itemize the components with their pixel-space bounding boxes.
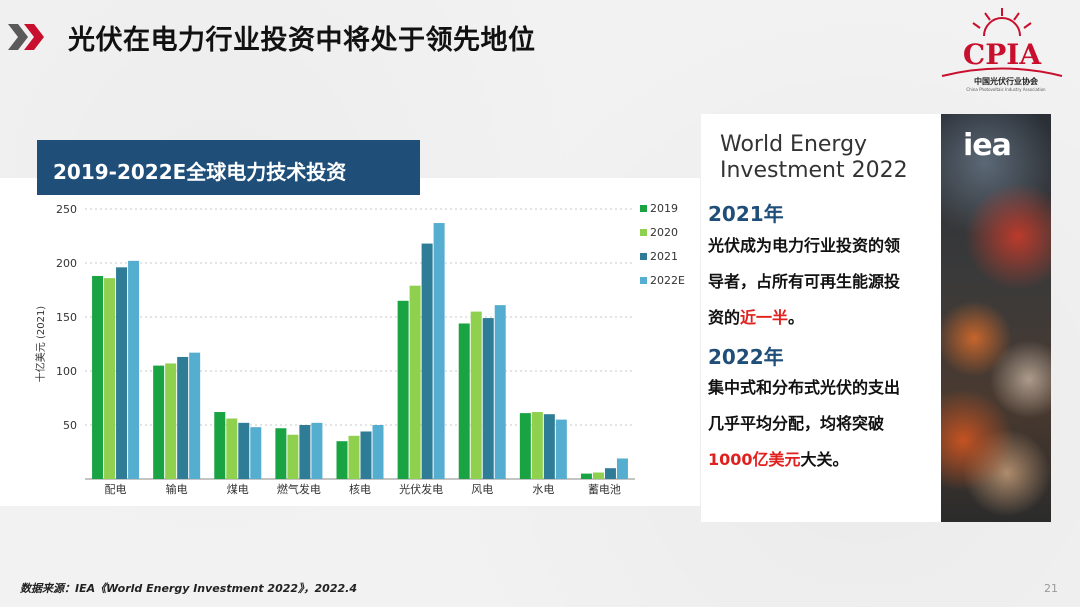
legend-swatch bbox=[640, 253, 647, 260]
bar bbox=[299, 425, 311, 479]
bar bbox=[238, 422, 250, 479]
bar bbox=[177, 356, 189, 479]
para2-line3: 1000亿美元大关。 bbox=[708, 442, 944, 478]
bar bbox=[372, 425, 384, 479]
x-tick-label: 输电 bbox=[166, 482, 188, 496]
legend-label: 2022E bbox=[650, 274, 685, 287]
bar bbox=[311, 422, 323, 479]
chevron-arrows-icon bbox=[8, 24, 44, 50]
logo-org-en: China Photovoltaic Industry Association bbox=[966, 87, 1046, 92]
legend-swatch bbox=[640, 229, 647, 236]
bar bbox=[92, 275, 104, 479]
bar bbox=[458, 323, 470, 479]
paragraph-2022: 集中式和分布式光伏的支出 几乎平均分配，均将突破 1000亿美元大关。 bbox=[708, 370, 944, 478]
bar bbox=[214, 412, 226, 479]
bar bbox=[616, 458, 628, 479]
bar bbox=[165, 363, 177, 479]
bar bbox=[397, 300, 409, 479]
year-2022: 2022年 bbox=[708, 345, 784, 369]
legend-label: 2019 bbox=[650, 202, 678, 215]
para1-highlight: 近一半 bbox=[740, 308, 789, 327]
para2-line1: 集中式和分布式光伏的支出 bbox=[708, 378, 901, 397]
paragraph-2021: 光伏成为电力行业投资的领 导者，占所有可再生能源投 资的近一半。 bbox=[708, 228, 944, 336]
x-tick-label: 核电 bbox=[349, 482, 371, 496]
x-tick-label: 光伏发电 bbox=[399, 482, 443, 496]
legend-swatch bbox=[640, 205, 647, 212]
x-tick-label: 蓄电池 bbox=[588, 483, 621, 496]
x-tick-label: 风电 bbox=[471, 483, 493, 496]
bar-chart: 50 100 150 200 250 十亿美元 (2021) 配电 输电 煤电 燃气发电 核电 光伏发… bbox=[34, 202, 685, 496]
bar bbox=[494, 305, 506, 479]
bar bbox=[433, 223, 445, 479]
y-axis-label: 十亿美元 (2021) bbox=[34, 306, 47, 383]
para1-line1: 光伏成为电力行业投资的领 bbox=[708, 236, 901, 255]
x-tick-label: 配电 bbox=[105, 483, 127, 496]
bar bbox=[580, 473, 592, 479]
x-tick-label: 燃气发电 bbox=[277, 482, 321, 496]
bar bbox=[604, 468, 616, 479]
report-title-line2: Investment 2022 bbox=[720, 158, 908, 183]
legend-swatch bbox=[640, 277, 647, 284]
city-lights-photo: iea bbox=[941, 114, 1051, 522]
para2-line2: 几乎平均分配，均将突破 bbox=[708, 414, 885, 433]
bar bbox=[360, 431, 372, 479]
report-title-line1: World Energy bbox=[720, 132, 868, 157]
bar bbox=[348, 435, 360, 479]
logo-text: CPIA bbox=[963, 38, 1042, 71]
bar bbox=[531, 412, 543, 479]
para1-line3-post: 。 bbox=[788, 308, 805, 327]
bar bbox=[104, 278, 116, 479]
bar bbox=[226, 418, 238, 479]
legend-label: 2020 bbox=[650, 226, 678, 239]
para1-line2: 导者，占所有可再生能源投 bbox=[708, 272, 901, 291]
bar bbox=[555, 419, 567, 479]
bar bbox=[421, 243, 433, 479]
y-tick-label: 150 bbox=[56, 311, 77, 324]
logo-org-cn: 中国光伏行业协会 bbox=[974, 77, 1038, 86]
bar bbox=[275, 428, 287, 479]
slide-title: 光伏在电力行业投资中将处于领先地位 bbox=[68, 25, 536, 56]
bar bbox=[189, 352, 201, 479]
data-source: 数据来源：IEA《World Energy Investment 2022》，2… bbox=[20, 582, 357, 595]
chart-header: 2019-2022E全球电力技术投资 bbox=[37, 140, 420, 195]
para1-line3: 资的近一半。 bbox=[708, 300, 944, 336]
legend-label: 2021 bbox=[650, 250, 678, 263]
cpia-logo-icon: CPIA bbox=[941, 8, 1063, 77]
para1-line3-pre: 资的 bbox=[708, 308, 741, 327]
info-card bbox=[701, 114, 941, 522]
iea-logo-icon: iea bbox=[963, 128, 1012, 163]
bar bbox=[116, 267, 128, 479]
bar bbox=[592, 472, 604, 479]
bar bbox=[543, 414, 555, 479]
year-2021: 2021年 bbox=[708, 202, 784, 226]
y-tick-label: 100 bbox=[56, 365, 77, 378]
y-tick-label: 250 bbox=[56, 203, 77, 216]
bar bbox=[250, 427, 262, 479]
bar bbox=[519, 413, 531, 479]
y-tick-label: 50 bbox=[63, 419, 77, 432]
bar bbox=[470, 311, 482, 479]
bar bbox=[287, 434, 299, 479]
page-number: 21 bbox=[1044, 582, 1058, 595]
para2-highlight: 1000亿美元 bbox=[708, 450, 801, 469]
bar bbox=[482, 318, 494, 479]
bar bbox=[128, 260, 140, 479]
report-title: World Energy Investment 2022 bbox=[720, 132, 908, 184]
bar bbox=[336, 441, 348, 479]
x-tick-label: 水电 bbox=[532, 483, 554, 496]
para2-line3-post: 大关。 bbox=[800, 450, 849, 469]
bar bbox=[153, 365, 165, 479]
y-tick-label: 200 bbox=[56, 257, 77, 270]
bar bbox=[409, 285, 421, 479]
x-tick-label: 煤电 bbox=[227, 483, 249, 496]
